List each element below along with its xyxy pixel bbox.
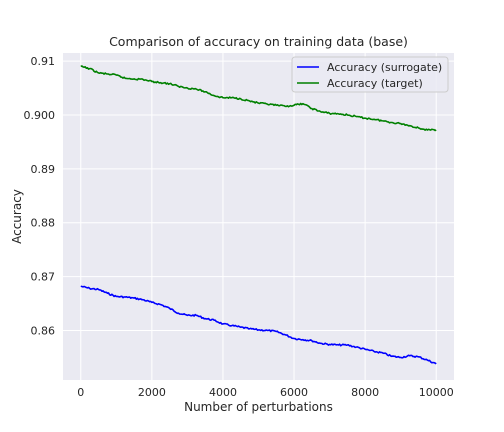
x-axis-label: Number of perturbations	[184, 400, 333, 414]
y-tick-label: 0.88	[31, 217, 56, 230]
x-tick-label: 10000	[419, 386, 454, 399]
plot-area	[63, 53, 454, 380]
legend-label-target: Accuracy (target)	[327, 77, 423, 90]
y-tick-label: 0.86	[31, 324, 56, 337]
legend-label-surrogate: Accuracy (surrogate)	[327, 61, 442, 74]
x-tick-label: 2000	[138, 386, 166, 399]
y-tick-label: 0.900	[24, 109, 56, 122]
legend-box	[291, 56, 449, 93]
series-line-target	[80, 65, 437, 132]
y-tick-label: 0.89	[31, 163, 56, 176]
series-lines	[80, 65, 437, 365]
legend: Accuracy (surrogate) Accuracy (target)	[291, 56, 449, 93]
tick-labels: 0 2000 4000 6000 8000 10000 0.86 0.87 0.88 0.89 0.…	[24, 55, 454, 399]
grid	[63, 53, 454, 380]
y-axis-label: Accuracy	[10, 189, 24, 244]
series-line-surrogate	[80, 285, 437, 365]
chart-title: Comparison of accuracy on training data …	[109, 34, 408, 49]
x-tick-label: 8000	[351, 386, 379, 399]
x-tick-label: 0	[77, 386, 84, 399]
y-tick-label: 0.91	[31, 55, 56, 68]
y-tick-label: 0.87	[31, 271, 56, 284]
x-tick-label: 6000	[280, 386, 308, 399]
x-tick-label: 4000	[209, 386, 237, 399]
